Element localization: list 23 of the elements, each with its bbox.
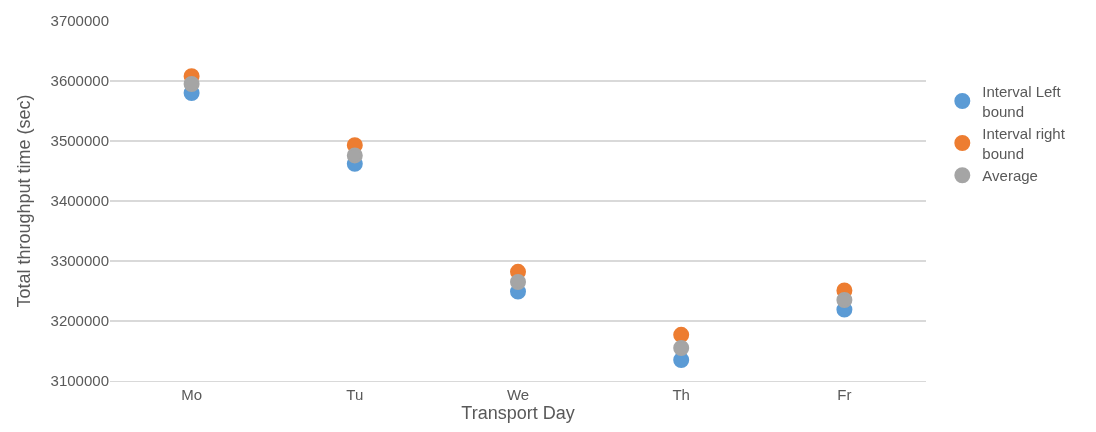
point bbox=[836, 292, 853, 308]
y-tick-label: 3100000 bbox=[50, 372, 109, 390]
y-tick-label: 3200000 bbox=[50, 312, 109, 330]
x-tick-label: Th bbox=[672, 386, 690, 403]
x-tick-label: We bbox=[506, 386, 530, 403]
y-tick-label: 3500000 bbox=[50, 132, 109, 150]
point bbox=[183, 76, 200, 92]
point bbox=[673, 326, 690, 343]
y-tick-label: 3300000 bbox=[50, 252, 109, 270]
x-tick-label: Tu bbox=[346, 386, 364, 403]
y-axis-title: Total throughput time (sec) bbox=[13, 94, 34, 308]
y-tick-label: 3400000 bbox=[50, 192, 109, 210]
y-tick-label: 3700000 bbox=[50, 12, 109, 30]
y-tick-label: 3600000 bbox=[50, 72, 109, 90]
legend-label: Interval right bound bbox=[982, 125, 1066, 162]
legend-label: Interval Left bound bbox=[982, 83, 1062, 120]
point bbox=[510, 274, 526, 290]
point bbox=[673, 340, 690, 356]
x-tick-label: Mo bbox=[181, 386, 203, 403]
x-axis-title: Transport Day bbox=[461, 403, 575, 424]
x-tick-label: Fr bbox=[837, 386, 852, 403]
point bbox=[346, 147, 363, 164]
legend-label: Average bbox=[982, 167, 1038, 185]
